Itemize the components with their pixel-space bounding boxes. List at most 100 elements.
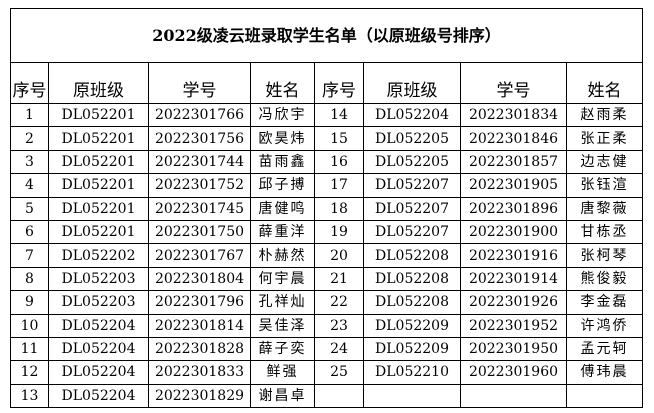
name-cell: 朴赫然 xyxy=(250,243,315,268)
class-cell: DL052207 xyxy=(363,196,461,221)
student-id-cell: 2022301833 xyxy=(148,360,251,385)
class-cell: DL052204 xyxy=(48,336,149,362)
table-row: 5 DL052201 2022301745 唐健鸣 18 DL052207 20223018… xyxy=(10,196,644,221)
class-cell: DL052202 xyxy=(48,243,149,268)
name-cell: 边志健 xyxy=(565,149,644,175)
seq-cell: 7 xyxy=(10,243,49,268)
name-cell: 邱子搏 xyxy=(250,173,315,198)
name-cell: 唐健鸣 xyxy=(250,196,315,221)
table-row: 4 DL052201 2022301752 邱子搏 17 DL052207 20223019… xyxy=(10,173,644,198)
class-cell: DL052204 xyxy=(48,383,149,409)
table-row: 11 DL052204 2022301828 薛子奕 24 DL052209 2022301… xyxy=(10,336,644,362)
student-id-cell: 2022301960 xyxy=(460,360,567,385)
student-id-cell: 2022301767 xyxy=(148,243,251,268)
student-id-cell: 2022301750 xyxy=(148,219,251,245)
class-cell: DL052203 xyxy=(48,266,149,292)
name-cell: 李金磊 xyxy=(565,290,644,315)
class-cell: DL052201 xyxy=(48,219,149,245)
table-row: 8 DL052203 2022301804 何宇晨 21 DL052208 20223019… xyxy=(10,266,644,292)
student-id-cell: 2022301756 xyxy=(148,126,251,151)
class-cell xyxy=(363,383,461,409)
name-cell: 欧昊炜 xyxy=(250,126,315,151)
class-cell: DL052201 xyxy=(48,102,149,128)
name-cell: 薛子奕 xyxy=(250,336,315,362)
name-cell: 薛重洋 xyxy=(250,219,315,245)
seq-cell: 23 xyxy=(314,313,364,338)
col-header: 学号 xyxy=(148,62,251,104)
seq-cell xyxy=(314,383,364,409)
table-row: 1 DL052201 2022301766 冯欣宇 14 DL052204 20223018… xyxy=(10,102,644,128)
name-cell: 孟元轲 xyxy=(565,336,644,362)
student-id-cell: 2022301744 xyxy=(148,149,251,175)
student-id-cell: 2022301926 xyxy=(460,290,567,315)
seq-cell: 24 xyxy=(314,336,364,362)
class-cell: DL052205 xyxy=(363,149,461,175)
name-cell: 唐黎薇 xyxy=(565,196,644,221)
class-cell: DL052208 xyxy=(363,243,461,268)
seq-cell: 9 xyxy=(10,290,49,315)
student-id-cell: 2022301914 xyxy=(460,266,567,292)
student-id-cell: 2022301905 xyxy=(460,173,567,198)
seq-cell: 1 xyxy=(10,102,49,128)
class-cell: DL052209 xyxy=(363,313,461,338)
class-cell: DL052204 xyxy=(48,360,149,385)
seq-cell: 17 xyxy=(314,173,364,198)
header-row: 序号 原班级 学号 姓名 序号 原班级 学号 姓名 xyxy=(10,62,644,104)
class-cell: DL052203 xyxy=(48,290,149,315)
col-header: 原班级 xyxy=(363,62,461,104)
col-header: 学号 xyxy=(460,62,567,104)
col-header: 姓名 xyxy=(250,62,315,104)
seq-cell: 25 xyxy=(314,360,364,385)
name-cell: 张柯琴 xyxy=(565,243,644,268)
student-id-cell: 2022301752 xyxy=(148,173,251,198)
student-id-cell: 2022301846 xyxy=(460,126,567,151)
class-cell: DL052208 xyxy=(363,290,461,315)
col-header: 序号 xyxy=(10,62,49,104)
table-row: 2 DL052201 2022301756 欧昊炜 15 DL052205 20223018… xyxy=(10,126,644,151)
col-header: 原班级 xyxy=(48,62,149,104)
table-row: 13 DL052204 2022301829 谢昌卓 xyxy=(10,383,644,409)
seq-cell: 18 xyxy=(314,196,364,221)
name-cell: 傅玮晨 xyxy=(565,360,644,385)
seq-cell: 22 xyxy=(314,290,364,315)
name-cell: 谢昌卓 xyxy=(250,383,315,409)
seq-cell: 5 xyxy=(10,196,49,221)
col-header: 姓名 xyxy=(565,62,644,104)
student-id-cell: 2022301814 xyxy=(148,313,251,338)
name-cell: 许鸿侨 xyxy=(565,313,644,338)
admission-list-table: 2022级凌云班录取学生名单（以原班级号排序） 序号 原班级 学号 姓名 序号 … xyxy=(9,8,644,409)
name-cell: 苗雨鑫 xyxy=(250,149,315,175)
student-id-cell: 2022301952 xyxy=(460,313,567,338)
class-cell: DL052204 xyxy=(48,313,149,338)
name-cell: 吴佳泽 xyxy=(250,313,315,338)
seq-cell: 13 xyxy=(10,383,49,409)
name-cell xyxy=(565,383,644,409)
student-id-cell: 2022301829 xyxy=(148,383,251,409)
student-id-cell: 2022301857 xyxy=(460,149,567,175)
seq-cell: 8 xyxy=(10,266,49,292)
seq-cell: 6 xyxy=(10,219,49,245)
student-id-cell: 2022301766 xyxy=(148,102,251,128)
seq-cell: 19 xyxy=(314,219,364,245)
seq-cell: 15 xyxy=(314,126,364,151)
student-id-cell: 2022301834 xyxy=(460,102,567,128)
class-cell: DL052207 xyxy=(363,173,461,198)
class-cell: DL052207 xyxy=(363,219,461,245)
table-title: 2022级凌云班录取学生名单（以原班级号排序） xyxy=(9,8,644,63)
table-row: 6 DL052201 2022301750 薛重洋 19 DL052207 20223019… xyxy=(10,219,644,245)
seq-cell: 14 xyxy=(314,102,364,128)
table-row: 3 DL052201 2022301744 苗雨鑫 16 DL052205 20223018… xyxy=(10,149,644,175)
seq-cell: 20 xyxy=(314,243,364,268)
table-row: 12 DL052204 2022301833 鲜强 25 DL052210 20223019… xyxy=(10,360,644,385)
table-row: 7 DL052202 2022301767 朴赫然 20 DL052208 20223019… xyxy=(10,243,644,268)
student-id-cell: 2022301900 xyxy=(460,219,567,245)
name-cell: 甘栋丞 xyxy=(565,219,644,245)
table-row: 10 DL052204 2022301814 吴佳泽 23 DL052209 2022301… xyxy=(10,313,644,338)
seq-cell: 12 xyxy=(10,360,49,385)
table-row: 9 DL052203 2022301796 孔祥灿 22 DL052208 20223019… xyxy=(10,290,644,315)
class-cell: DL052209 xyxy=(363,336,461,362)
class-cell: DL052201 xyxy=(48,173,149,198)
seq-cell: 10 xyxy=(10,313,49,338)
name-cell: 鲜强 xyxy=(250,360,315,385)
seq-cell: 4 xyxy=(10,173,49,198)
